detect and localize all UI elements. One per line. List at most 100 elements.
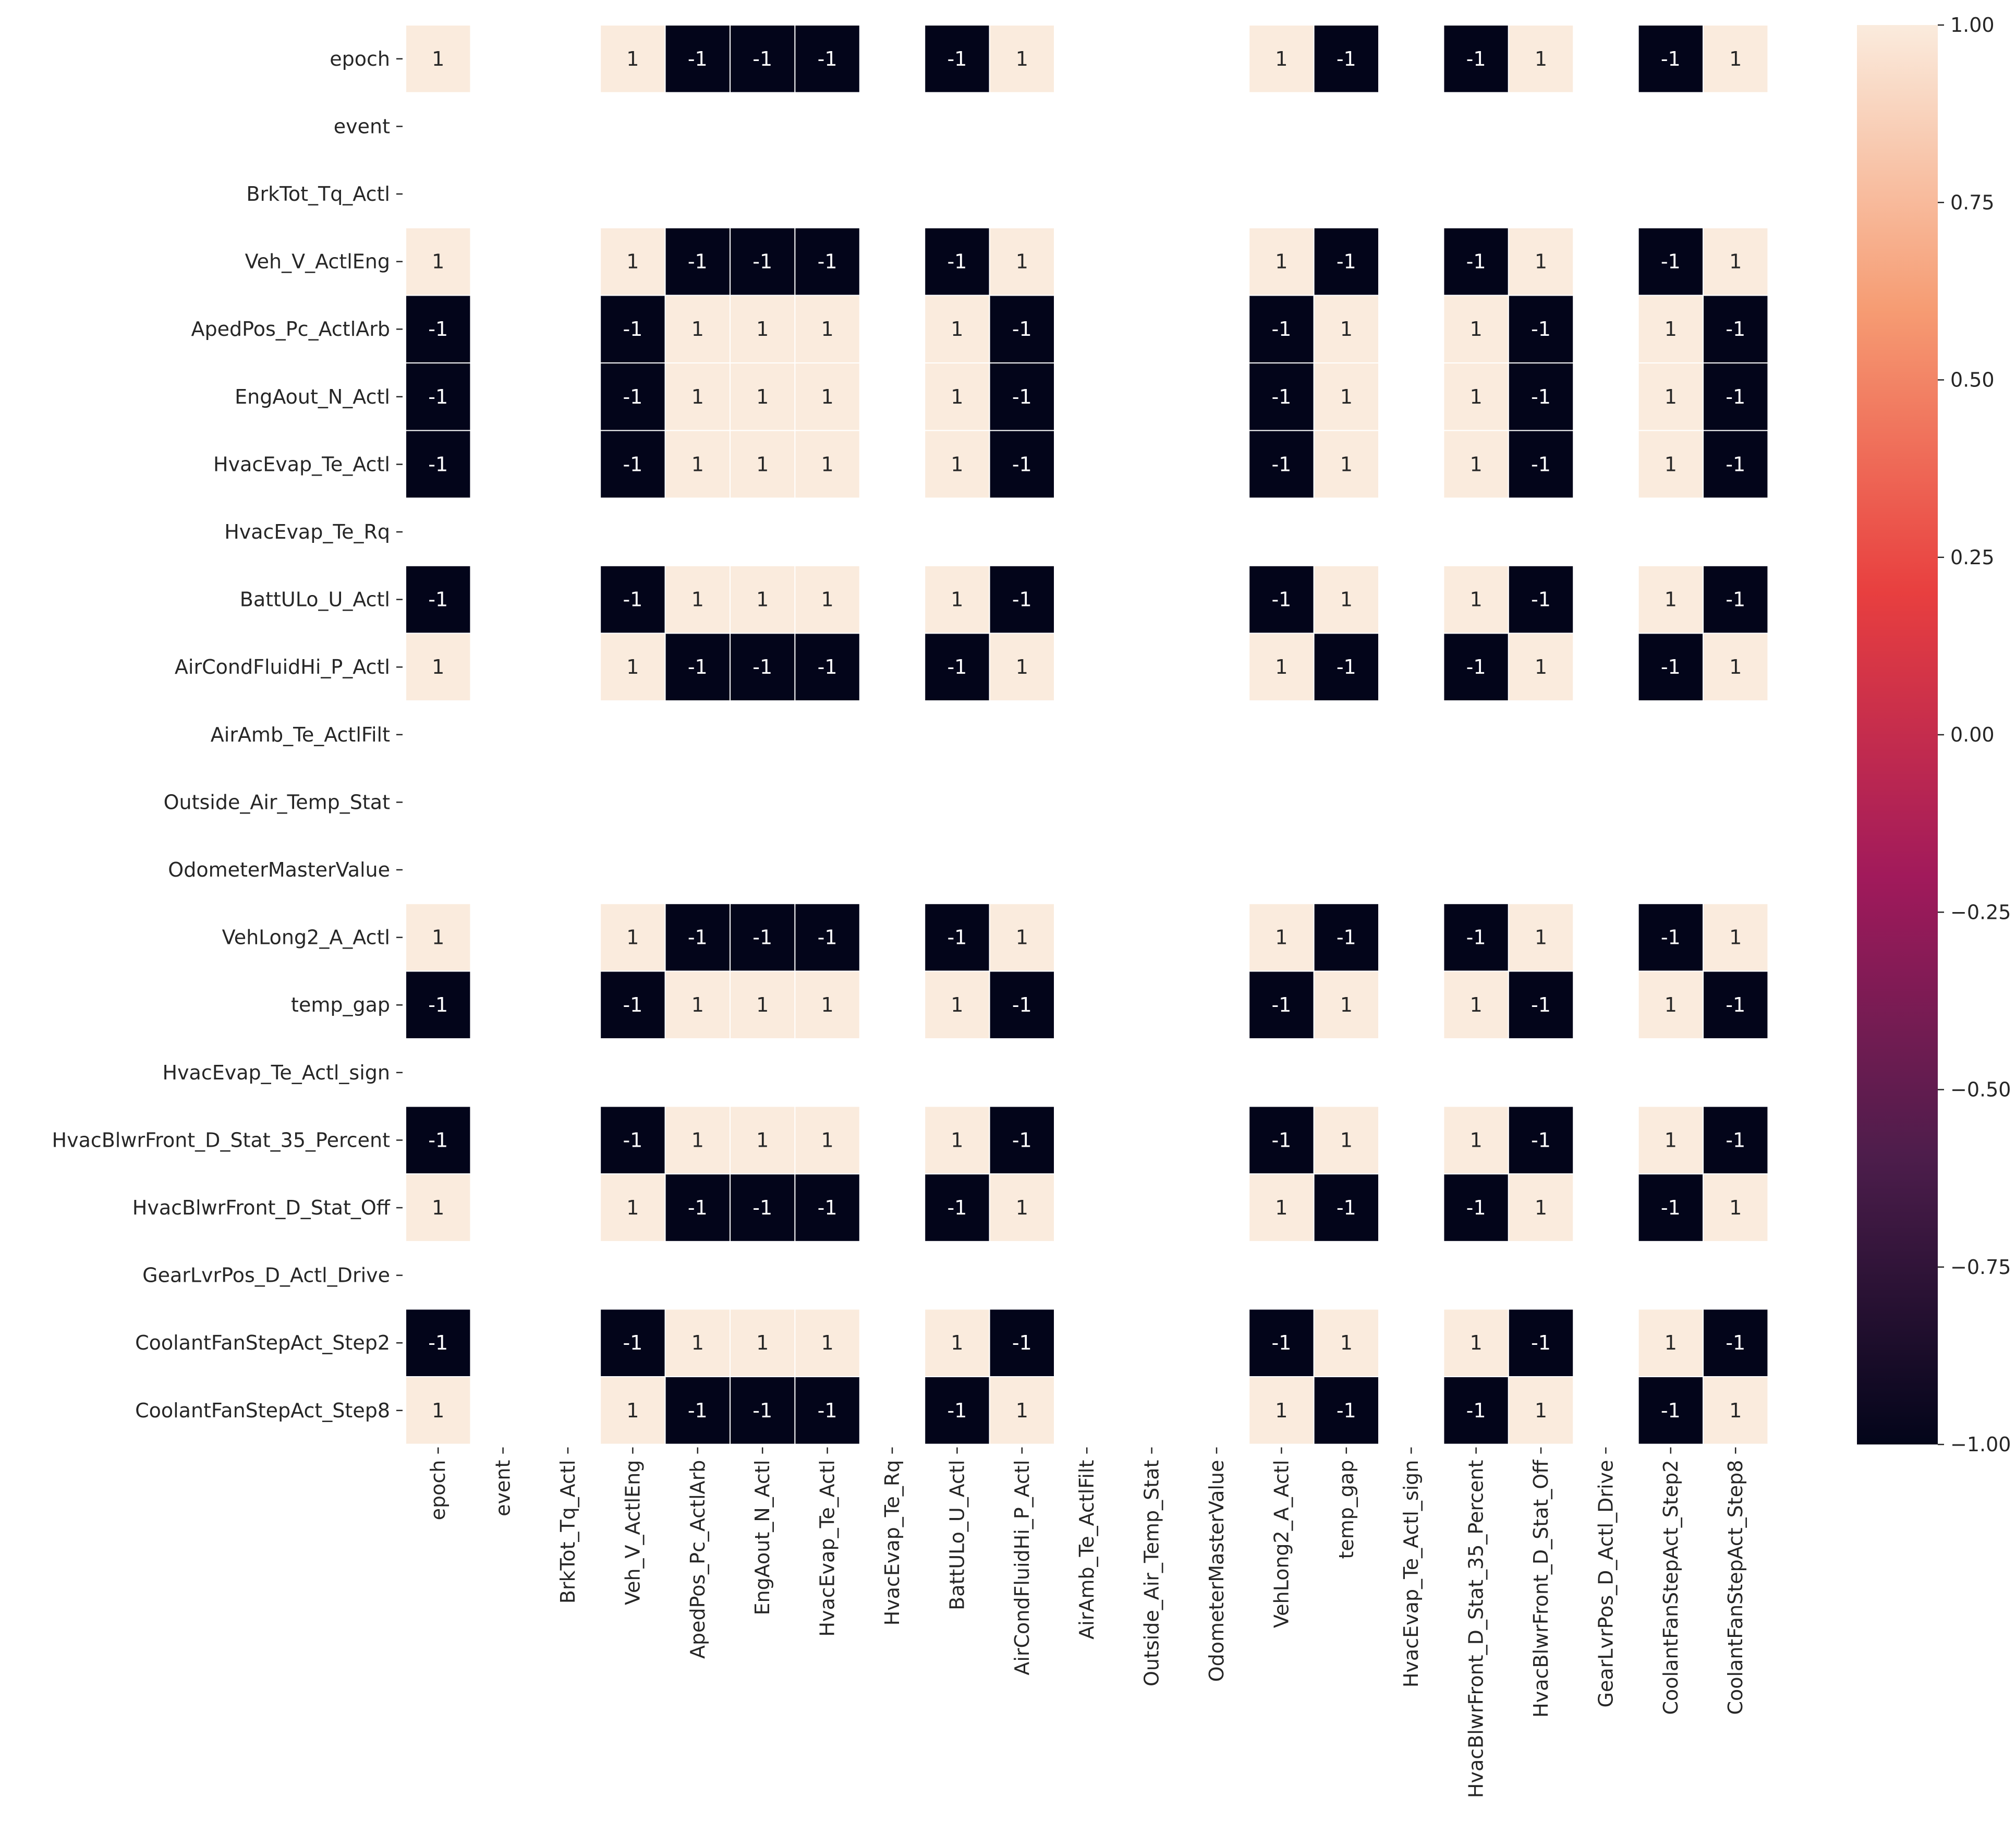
heatmap-cell bbox=[1637, 1376, 1704, 1445]
heatmap-cell bbox=[1637, 25, 1704, 93]
cell-value-label: -1 bbox=[1531, 1331, 1551, 1354]
cell-value-label: -1 bbox=[623, 588, 642, 611]
heatmap-cell bbox=[1637, 903, 1704, 972]
x-tick-label: GearLvrPos_D_Actl_Drive bbox=[1594, 1460, 1617, 1708]
heatmap-cell bbox=[1703, 362, 1769, 431]
cell-value-label: -1 bbox=[623, 385, 642, 408]
cell-value-label: 1 bbox=[1016, 1399, 1028, 1422]
heatmap-cell bbox=[1443, 25, 1509, 93]
heatmap-cell bbox=[1637, 1308, 1704, 1377]
cell-value-label: 1 bbox=[756, 385, 769, 408]
cell-value-label: -1 bbox=[428, 1331, 448, 1354]
heatmap-cell bbox=[1508, 227, 1574, 296]
cell-value-label: 1 bbox=[1470, 453, 1483, 476]
heatmap-cell bbox=[600, 565, 666, 634]
cell-value-label: 1 bbox=[1665, 1331, 1677, 1354]
cell-value-label: 1 bbox=[1470, 993, 1483, 1016]
cell-value-label: 1 bbox=[1470, 1128, 1483, 1151]
heatmap-cell bbox=[1248, 970, 1315, 1040]
colorbar-tick-label: −1.00 bbox=[1950, 1433, 2011, 1456]
heatmap-cell bbox=[405, 362, 471, 431]
heatmap-cell bbox=[664, 903, 731, 972]
heatmap-cell bbox=[1508, 633, 1574, 702]
cell-value-label: -1 bbox=[1012, 318, 1032, 341]
cell-value-label: -1 bbox=[623, 453, 642, 476]
cell-value-label: 1 bbox=[1275, 250, 1288, 273]
heatmap-cell bbox=[1508, 1173, 1574, 1242]
cell-value-label: -1 bbox=[1661, 1399, 1681, 1422]
heatmap-cell bbox=[405, 1376, 471, 1445]
cell-value-label: -1 bbox=[947, 47, 967, 70]
heatmap-cell bbox=[1703, 633, 1769, 702]
cell-value-label: 1 bbox=[1340, 385, 1353, 408]
cell-value-label: 1 bbox=[626, 47, 639, 70]
x-tick-label: HvacEvap_Te_Actl_sign bbox=[1400, 1460, 1423, 1688]
cell-value-label: -1 bbox=[1271, 385, 1291, 408]
heatmap-cell bbox=[405, 1106, 471, 1175]
heatmap-cell bbox=[1703, 227, 1769, 296]
cell-value-label: 1 bbox=[432, 250, 444, 273]
heatmap-cell bbox=[1313, 565, 1380, 634]
heatmap-cell bbox=[794, 1173, 860, 1242]
heatmap-cell bbox=[405, 227, 471, 296]
cell-value-label: -1 bbox=[947, 1399, 967, 1422]
heatmap-cell bbox=[405, 25, 471, 93]
cell-value-label: -1 bbox=[428, 588, 448, 611]
y-tick-label: HvacEvap_Te_Actl_sign bbox=[162, 1061, 390, 1084]
colorbar-tick-label: −0.75 bbox=[1950, 1256, 2011, 1279]
cell-value-label: -1 bbox=[818, 655, 837, 678]
heatmap-cell bbox=[664, 25, 731, 93]
cell-value-label: 1 bbox=[1535, 655, 1547, 678]
x-tick-label: event bbox=[492, 1460, 515, 1516]
cell-value-label: -1 bbox=[1271, 1128, 1291, 1151]
cell-value-label: 1 bbox=[432, 926, 444, 949]
cell-value-label: -1 bbox=[428, 385, 448, 408]
cell-value-label: -1 bbox=[1661, 1196, 1681, 1219]
heatmap-cell bbox=[1637, 362, 1704, 431]
heatmap-cell bbox=[1313, 25, 1380, 93]
cell-value-label: -1 bbox=[1337, 1399, 1356, 1422]
heatmap-cell bbox=[1313, 1376, 1380, 1445]
y-tick-label: ApedPos_Pc_ActlArb bbox=[191, 318, 390, 341]
cell-value-label: 1 bbox=[1340, 453, 1353, 476]
heatmap-cell bbox=[1443, 633, 1509, 702]
heatmap-cell bbox=[1313, 1308, 1380, 1377]
heatmap-cell bbox=[794, 1376, 860, 1445]
heatmap-cell bbox=[794, 430, 860, 499]
heatmap-cell bbox=[600, 1106, 666, 1175]
y-tick-label: HvacEvap_Te_Actl bbox=[213, 453, 390, 476]
heatmap-cell bbox=[1508, 362, 1574, 431]
heatmap-cell bbox=[1703, 1173, 1769, 1242]
cell-value-label: -1 bbox=[688, 1399, 708, 1422]
cell-value-label: -1 bbox=[1661, 655, 1681, 678]
cell-value-label: 1 bbox=[691, 588, 704, 611]
heatmap-cell bbox=[1508, 295, 1574, 364]
heatmap-cell bbox=[1313, 1106, 1380, 1175]
heatmap-cell bbox=[924, 362, 990, 431]
heatmap-cell bbox=[794, 362, 860, 431]
heatmap-cell bbox=[600, 25, 666, 93]
cell-value-label: 1 bbox=[1729, 47, 1742, 70]
heatmap-cell bbox=[1703, 430, 1769, 499]
cell-value-label: 1 bbox=[1275, 1196, 1288, 1219]
cell-value-label: -1 bbox=[688, 47, 708, 70]
heatmap-cell bbox=[730, 227, 796, 296]
cell-value-label: 1 bbox=[1340, 993, 1353, 1016]
heatmap-cell bbox=[1248, 565, 1315, 634]
heatmap-cell bbox=[794, 1308, 860, 1377]
cell-value-label: -1 bbox=[1466, 1196, 1486, 1219]
cell-value-label: 1 bbox=[1470, 588, 1483, 611]
cell-value-label: -1 bbox=[1726, 385, 1745, 408]
cell-value-label: 1 bbox=[951, 1331, 963, 1354]
cell-value-label: 1 bbox=[951, 453, 963, 476]
cell-value-label: 1 bbox=[691, 453, 704, 476]
cell-value-label: 1 bbox=[1016, 1196, 1028, 1219]
heatmap-cell bbox=[989, 25, 1055, 93]
y-tick-label: OdometerMasterValue bbox=[168, 858, 390, 881]
cell-value-label: 1 bbox=[1665, 318, 1677, 341]
y-tick-label: GearLvrPos_D_Actl_Drive bbox=[142, 1264, 390, 1287]
heatmap-cell bbox=[924, 430, 990, 499]
heatmap-cell bbox=[730, 565, 796, 634]
cell-value-label: 1 bbox=[626, 926, 639, 949]
heatmap-cell bbox=[1248, 362, 1315, 431]
